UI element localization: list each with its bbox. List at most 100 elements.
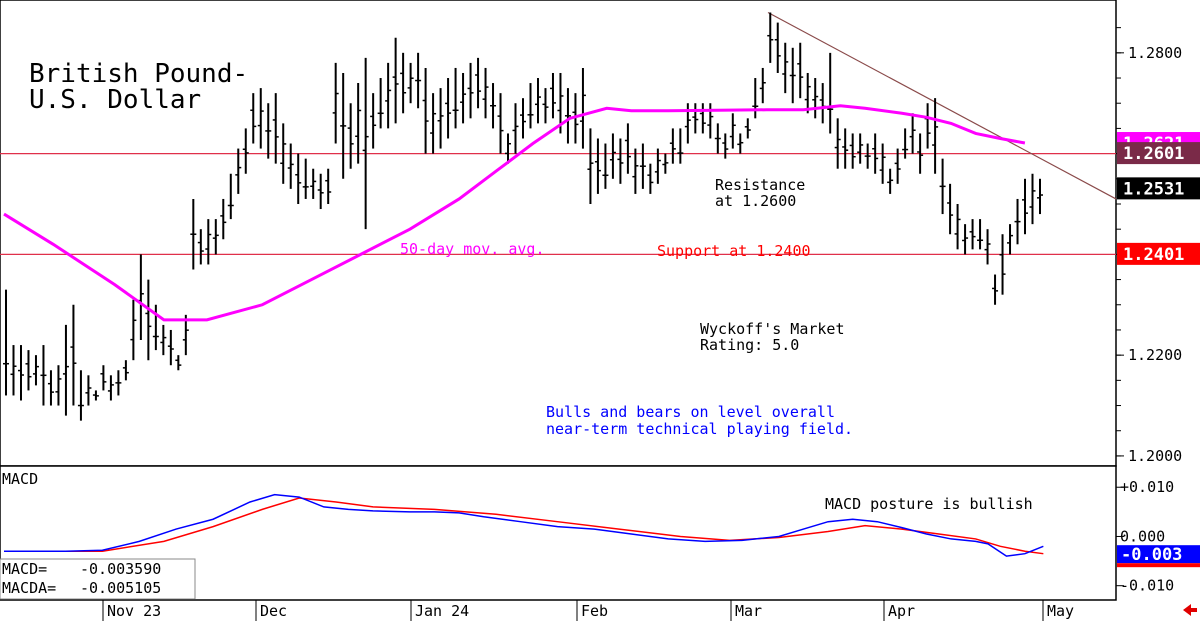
price-bar	[774, 22, 781, 73]
macda-readout-value: -0.005105	[80, 579, 161, 597]
downtrend-line	[767, 11, 1117, 200]
price-bar	[325, 168, 332, 204]
price-bar	[302, 158, 309, 199]
price-bar	[347, 103, 354, 169]
price-bar	[737, 133, 744, 154]
price-bar	[227, 173, 234, 220]
price-bar	[370, 93, 377, 149]
price-bar	[295, 153, 302, 204]
price-bar	[842, 128, 849, 169]
price-bar	[220, 198, 227, 240]
price-bar	[355, 83, 362, 164]
price-badge-label: 1.2401	[1123, 245, 1184, 265]
macd-y-tick-label: 0.000	[1120, 527, 1165, 545]
price-bar	[977, 219, 984, 250]
x-tick-label: Dec	[260, 602, 287, 620]
price-bar	[879, 143, 886, 184]
price-bar	[317, 173, 324, 210]
price-bar	[452, 67, 459, 129]
price-bar	[939, 158, 946, 215]
price-bar	[617, 138, 624, 184]
note-annotation-line-1: Bulls and bears on level overall	[546, 403, 835, 421]
price-badge-label: 1.2531	[1123, 179, 1184, 199]
scroll-left-arrow-icon[interactable]	[1183, 604, 1197, 616]
price-bar	[1014, 198, 1021, 245]
x-tick-label: Jan 24	[415, 602, 469, 620]
price-bar	[107, 375, 114, 401]
macda-badge-strip	[1117, 563, 1200, 568]
price-bar	[62, 324, 69, 416]
macd-readout-box	[0, 558, 196, 600]
price-bar	[647, 163, 654, 194]
price-bar	[482, 67, 489, 119]
price-bar	[894, 148, 901, 184]
price-bar	[505, 133, 512, 164]
price-bar	[10, 345, 17, 396]
price-bar	[722, 133, 729, 159]
price-bar	[534, 78, 541, 124]
price-badge-bg	[1117, 142, 1200, 165]
price-badge-bg	[1117, 177, 1200, 200]
x-tick-label: Apr	[888, 602, 915, 620]
price-bar	[797, 42, 804, 99]
price-bar	[1007, 224, 1014, 255]
price-bar	[70, 304, 77, 406]
ma50-line	[3, 104, 1026, 322]
price-bar	[789, 47, 796, 104]
price-bar	[460, 72, 467, 124]
y-tick-label: 1.2800	[1128, 44, 1182, 62]
price-panel	[0, 0, 1117, 467]
price-bar	[849, 133, 856, 169]
price-bar	[602, 143, 609, 189]
x-tick-label: May	[1047, 602, 1074, 620]
price-bar	[415, 52, 422, 109]
price-bar	[564, 88, 571, 144]
price-bar	[969, 219, 976, 250]
chart-title-line-1: British Pound-	[29, 59, 248, 89]
price-bar	[804, 72, 811, 114]
macd-badge-bg	[1117, 545, 1200, 564]
price-bar	[437, 88, 444, 149]
price-bar	[744, 118, 751, 139]
price-bar	[145, 279, 152, 361]
price-bar	[609, 133, 616, 179]
macd-y-tick-label: +0.010	[1120, 478, 1174, 496]
rating-annotation-line-2: Rating: 5.0	[700, 336, 799, 354]
price-bar	[902, 128, 909, 159]
price-bar	[954, 203, 961, 250]
price-bar	[542, 88, 549, 124]
price-bar	[167, 329, 174, 366]
price-bar	[407, 62, 414, 104]
price-bar	[467, 62, 474, 119]
price-bar	[992, 274, 999, 305]
support-annotation: Support at 1.2400	[657, 242, 811, 260]
price-bar	[677, 128, 684, 164]
price-bar	[759, 67, 766, 104]
price-bar	[812, 78, 819, 119]
price-bar	[699, 103, 706, 134]
price-bar	[250, 93, 257, 144]
price-bar	[310, 168, 317, 199]
price-bar	[827, 52, 834, 134]
x-tick-label: Feb	[581, 602, 608, 620]
price-bar	[85, 375, 92, 406]
price-bar	[430, 93, 437, 154]
price-bar	[205, 219, 212, 265]
price-bar	[520, 98, 526, 139]
price-bar	[362, 57, 369, 230]
price-bar	[212, 219, 219, 255]
price-bar	[92, 390, 99, 401]
price-bar	[400, 52, 407, 114]
price-bar	[632, 148, 639, 194]
price-bar	[669, 128, 676, 164]
price-bar	[115, 370, 122, 396]
price-bar	[332, 62, 339, 144]
price-bar	[497, 93, 504, 154]
price-bar	[160, 324, 167, 356]
price-bar	[692, 103, 699, 134]
price-bar	[579, 67, 586, 149]
price-badge-label: 1.2601	[1123, 144, 1184, 164]
price-bar	[280, 123, 287, 184]
price-bar	[242, 128, 249, 174]
